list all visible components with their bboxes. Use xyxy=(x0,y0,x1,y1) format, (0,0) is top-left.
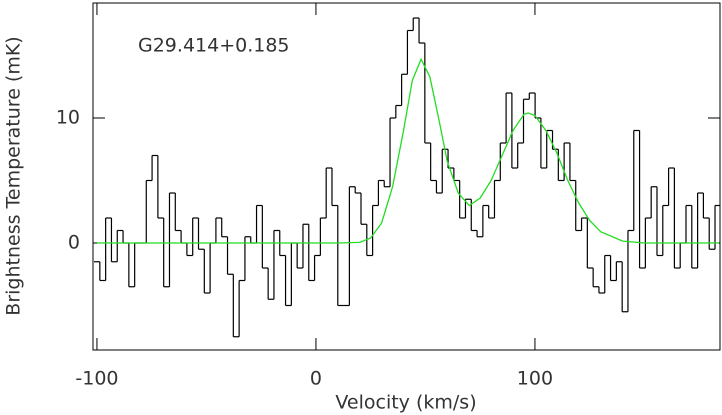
x-tick-label: 100 xyxy=(517,368,553,390)
y-tick-label: 0 xyxy=(68,232,80,254)
y-tick-label: 10 xyxy=(56,107,80,129)
x-tick-label: -100 xyxy=(75,368,118,390)
fit-curve xyxy=(96,57,719,244)
x-axis-label: Velocity (km/s) xyxy=(335,392,476,414)
x-tick-label: 0 xyxy=(310,368,322,390)
y-axis-label: Brightness Temperature (mK) xyxy=(3,36,25,315)
annotation: G29.414+0.185 xyxy=(138,35,290,57)
plot-frame xyxy=(92,2,721,351)
